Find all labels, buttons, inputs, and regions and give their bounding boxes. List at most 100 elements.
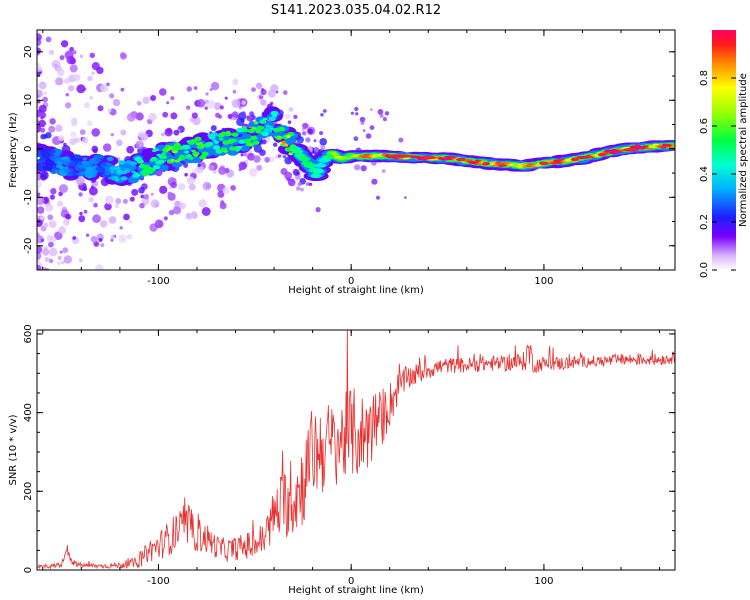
spectrogram-speckle — [103, 143, 112, 152]
spectrogram-ridge-segment — [671, 145, 675, 148]
spectrogram-speckle — [110, 133, 114, 137]
spectrogram-speckle — [164, 128, 173, 137]
spectrogram-speckle — [110, 235, 116, 240]
y-tick-label: -20 — [23, 238, 34, 254]
spectrogram-speckle — [89, 52, 96, 58]
spectrogram-speckle — [273, 142, 278, 147]
spectrogram-ridge-segment — [232, 139, 238, 142]
colorbar-tick-label: 0.6 — [699, 118, 710, 134]
spectrogram-speckle — [65, 213, 72, 220]
spectrogram-speckle — [208, 164, 215, 171]
spectrogram-ridge-segment — [98, 168, 104, 172]
spectrogram-ridge-segment — [73, 175, 78, 179]
spectrogram-ridge-segment — [268, 116, 276, 122]
spectrogram-speckle — [185, 212, 193, 220]
spectrogram-ridge-segment — [198, 141, 203, 145]
spectrogram-speckle — [37, 192, 41, 197]
spectrogram-speckle — [192, 116, 201, 126]
spectrogram-ridge-segment — [138, 160, 143, 164]
spectrogram-speckle — [296, 186, 301, 191]
spectrogram-speckle — [163, 216, 168, 221]
spectrogram-speckle — [42, 96, 48, 103]
spectrogram-ridge-segment — [324, 154, 332, 158]
spectrogram-speckle — [313, 139, 317, 143]
spectrogram-speckle — [292, 168, 300, 176]
snr-ylabel: SNR (10 * v/v) — [8, 414, 19, 485]
spectrogram-speckle — [191, 211, 198, 217]
spectrogram-speckle — [98, 238, 103, 242]
spectrogram-ridge-segment — [242, 126, 247, 129]
spectrogram-ridge-core — [570, 157, 579, 162]
spectrogram-ridge-segment — [147, 168, 152, 171]
spectrogram-speckle — [377, 109, 384, 115]
spectrogram-speckle — [173, 129, 180, 136]
spectrogram-speckle — [58, 226, 67, 234]
spectrogram-speckle — [249, 168, 258, 177]
spectrogram-ridge-segment — [157, 159, 165, 164]
spectrogram-speckle — [202, 181, 212, 191]
spectrogram-ridge-segment — [40, 164, 46, 167]
spectrogram-speckle — [384, 111, 390, 116]
spectrogram-speckle — [37, 245, 43, 254]
spectrogram-ridge-segment — [216, 150, 222, 154]
colorbar-tick-label: 0.0 — [699, 262, 710, 278]
spectrogram-ridge-segment — [188, 157, 194, 160]
spectrogram-speckle — [140, 194, 145, 199]
spectrogram-speckle — [220, 200, 225, 205]
spectrogram-speckle — [195, 165, 204, 174]
spectrogram-speckle — [90, 236, 98, 243]
spectrogram-speckle — [217, 114, 223, 119]
colorbar-tick-label: 0.2 — [699, 214, 710, 230]
spectrogram-speckle — [49, 247, 58, 257]
spectrogram-ridge-segment — [110, 170, 115, 174]
spectrogram-speckle — [72, 50, 77, 55]
spectrogram-ridge-segment — [64, 166, 69, 170]
spectrogram-speckle — [232, 111, 239, 118]
spectrogram-speckle — [398, 137, 404, 143]
spectrogram-ridge-segment — [70, 163, 76, 167]
spectrogram-ridge-segment — [152, 165, 161, 170]
spectrogram-speckle — [365, 133, 372, 139]
spectrogram-ridge-segment — [145, 164, 150, 168]
spectrogram-ridge-segment — [258, 127, 263, 130]
spectrogram-ridge-segment — [135, 173, 141, 177]
spectrogram-ridge-segment — [113, 166, 121, 171]
spectrogram-speckle — [65, 93, 70, 97]
spectrogram-speckle — [104, 195, 114, 205]
spectrogram-speckle — [305, 137, 311, 143]
spectrogram-speckle — [40, 127, 46, 133]
spectrogram-speckle — [126, 234, 132, 240]
spectrogram-speckle — [213, 102, 222, 111]
spectrogram-speckle — [354, 106, 359, 112]
y-tick-label: 20 — [23, 45, 34, 58]
spectrogram-speckle — [284, 171, 293, 180]
spectrogram-speckle — [206, 99, 216, 109]
spectrogram-speckle — [36, 274, 42, 280]
spectrogram-speckle — [48, 125, 56, 133]
spectrogram-ridge-segment — [296, 153, 304, 157]
spectrogram-speckle — [68, 85, 75, 92]
spectrogram-speckle — [37, 180, 42, 189]
spectrogram-speckle — [140, 133, 149, 141]
spectrogram-speckle — [241, 111, 246, 116]
spectrogram-ridge-segment — [142, 168, 148, 172]
spectrogram-speckle — [58, 135, 65, 142]
spectrogram-speckle — [256, 164, 263, 171]
spectrogram-speckle — [80, 280, 85, 285]
spectrogram-speckle — [78, 258, 83, 263]
spectrogram-ridge-core — [622, 148, 639, 152]
spectrogram-speckle — [59, 250, 63, 254]
spectrogram-speckle — [287, 178, 296, 187]
spectrogram-ridge-segment — [128, 176, 134, 180]
spectrogram-speckle — [192, 169, 197, 174]
spectrogram-ridge-segment — [262, 117, 268, 121]
spectrogram-ridge-segment — [80, 171, 85, 175]
spectrogram-speckle — [379, 114, 384, 118]
spectrogram-ridge-segment — [265, 124, 270, 128]
spectrogram-ridge-segment — [114, 178, 120, 182]
spectrogram-speckle — [136, 100, 142, 106]
spectrogram-speckle — [122, 198, 128, 204]
spectrogram-speckle — [79, 129, 86, 136]
spectrogram-speckle — [58, 184, 68, 194]
spectrogram-speckle — [238, 161, 247, 170]
